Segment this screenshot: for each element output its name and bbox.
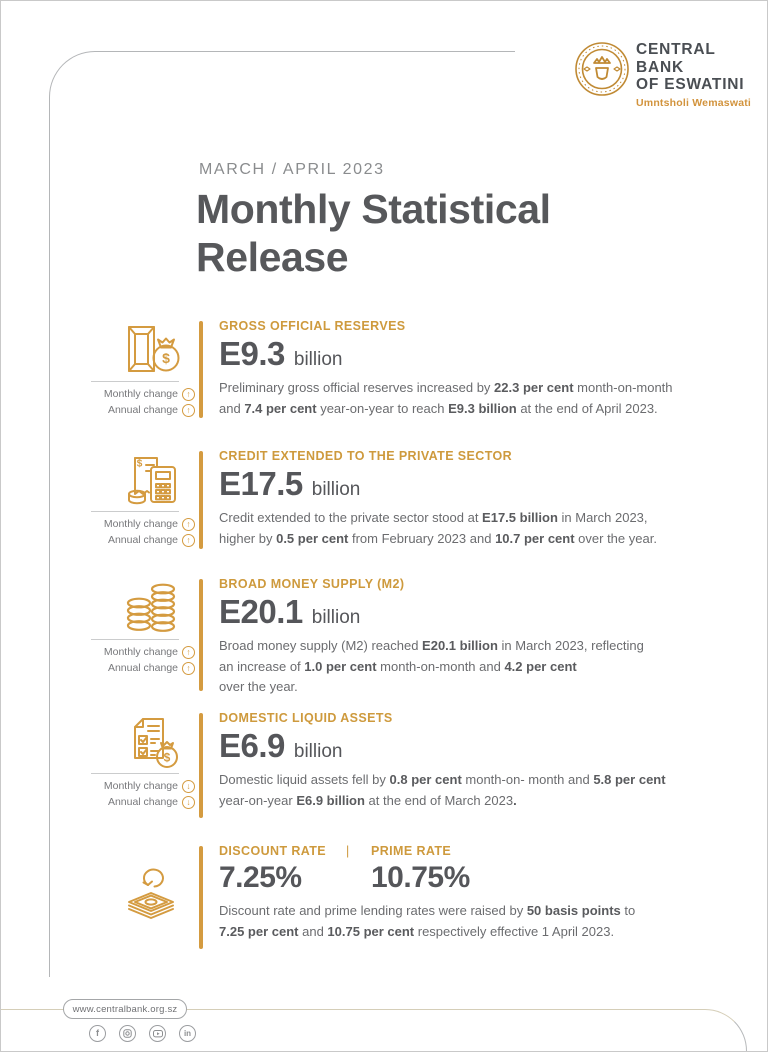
section-body: Domestic liquid assets fell by 0.8 per c… (219, 772, 666, 808)
monthly-change-label: Monthly change (103, 388, 178, 400)
annual-change-label: Annual change (107, 534, 178, 546)
accent-bar (199, 321, 203, 418)
discount-rate-heading: DISCOUNT RATE (219, 844, 327, 858)
section-value: E6.9 (219, 727, 285, 764)
svg-text:$: $ (162, 350, 170, 366)
accent-bar (199, 846, 203, 949)
section-heading: GROSS OFFICIAL RESERVES (219, 319, 406, 333)
section-body: Broad money supply (M2) reached E20.1 bi… (219, 638, 644, 694)
icon-divider (91, 773, 179, 774)
release-period: MARCH / APRIL 2023 (199, 161, 385, 178)
monthly-change-label: Monthly change (103, 518, 178, 530)
section-heading: CREDIT EXTENDED TO THE PRIVATE SECTOR (219, 449, 513, 463)
change-indicators: Monthly change ↑ Annual change ↑ (89, 386, 195, 418)
section-heading: DOMESTIC LIQUID ASSETS (219, 711, 393, 725)
monthly-change-label: Monthly change (103, 646, 178, 658)
section-heading: BROAD MONEY SUPPLY (M2) (219, 577, 405, 591)
svg-text:$: $ (164, 751, 171, 765)
change-indicators: Monthly change ↓ Annual change ↓ (89, 778, 195, 810)
section-body: Credit extended to the private sector st… (219, 510, 657, 546)
accent-bar (199, 579, 203, 691)
up-arrow-icon: ↑ (182, 517, 195, 531)
money-bag-gold-bar-icon: $ (103, 319, 199, 379)
linkedin-icon[interactable]: in (179, 1025, 196, 1042)
annual-change-label: Annual change (107, 796, 178, 808)
heading-separator: | (346, 844, 350, 858)
central-bank-seal-icon (575, 42, 629, 96)
annual-change-label: Annual change (107, 404, 178, 416)
prime-rate-value: 10.75% (371, 861, 470, 894)
annual-change-label: Annual change (107, 662, 178, 674)
up-arrow-icon: ↑ (182, 661, 195, 675)
website-link[interactable]: www.centralbank.org.sz (63, 999, 187, 1019)
receipt-calculator-coins-icon: $ (103, 449, 199, 509)
discount-rate-value: 7.25% (219, 861, 302, 894)
down-arrow-icon: ↓ (182, 779, 195, 793)
prime-rate-heading: PRIME RATE (371, 844, 452, 858)
accent-bar (199, 713, 203, 818)
svg-text:$: $ (137, 459, 143, 470)
icon-divider (91, 639, 179, 640)
banknotes-refresh-icon (103, 862, 199, 922)
change-indicators: Monthly change ↑ Annual change ↑ (89, 644, 195, 676)
accent-bar (199, 451, 203, 549)
up-arrow-icon: ↑ (182, 387, 195, 401)
section-value: E9.3 (219, 335, 285, 372)
section-unit: billion (311, 479, 361, 500)
rounded-card-border (49, 51, 515, 977)
org-subtitle: Umntsholi Wemaswati (636, 96, 752, 109)
icon-divider (91, 381, 179, 382)
section-unit: billion (311, 607, 361, 628)
up-arrow-icon: ↑ (182, 645, 195, 659)
section-body: Discount rate and prime lending rates we… (219, 903, 636, 939)
change-indicators: Monthly change ↑ Annual change ↑ (89, 516, 195, 548)
org-name-line1: CENTRAL BANK (636, 41, 716, 76)
social-links: f in (89, 1025, 196, 1042)
up-arrow-icon: ↑ (182, 533, 195, 547)
icon-divider (91, 511, 179, 512)
section-unit: billion (293, 741, 343, 762)
coin-stacks-icon (103, 577, 199, 637)
checklist-money-bag-icon: $ (103, 711, 199, 771)
instagram-icon[interactable] (119, 1025, 136, 1042)
section-unit: billion (293, 349, 343, 370)
monthly-change-label: Monthly change (103, 780, 178, 792)
youtube-icon[interactable] (149, 1025, 166, 1042)
down-arrow-icon: ↓ (182, 795, 195, 809)
facebook-icon[interactable]: f (89, 1025, 106, 1042)
page-title: Monthly Statistical Release (196, 186, 551, 280)
org-name-line2: OF ESWATINI (636, 76, 745, 93)
section-value: E20.1 (219, 593, 303, 630)
section-value: E17.5 (219, 465, 303, 502)
up-arrow-icon: ↑ (182, 403, 195, 417)
section-body: Preliminary gross official reserves incr… (219, 380, 673, 416)
